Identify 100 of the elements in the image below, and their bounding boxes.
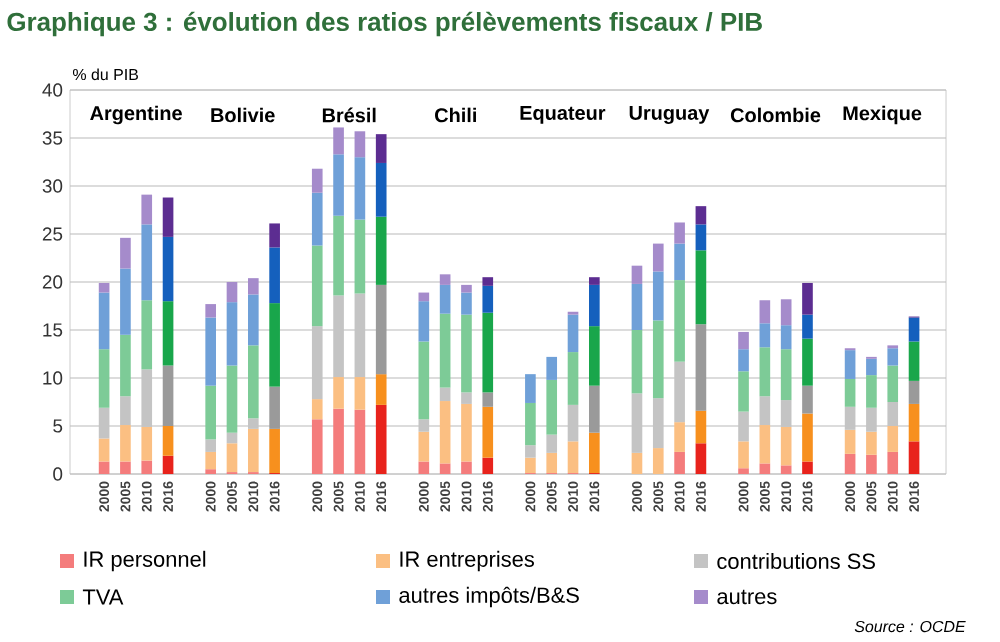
bar [141, 300, 153, 370]
bar [695, 443, 707, 474]
bar [205, 385, 217, 440]
legend-label: autres [717, 589, 777, 605]
bar [482, 392, 494, 407]
bar [631, 283, 643, 330]
y-tick-label: 35 [42, 131, 63, 145]
annotation: Mexique [843, 105, 922, 125]
bar [695, 206, 707, 225]
bar [546, 356, 558, 380]
bar [738, 468, 749, 474]
bar [589, 277, 600, 285]
y-tick-label: 30 [42, 179, 63, 193]
bar [738, 371, 749, 412]
y-tick-label: 15 [43, 323, 63, 337]
bar [354, 131, 366, 158]
bar [375, 284, 387, 375]
y-tick-label: 40 [42, 83, 63, 97]
bar [311, 326, 323, 400]
legend-label: TVA [82, 589, 124, 605]
bar [802, 385, 813, 414]
bar [780, 299, 792, 326]
bar [866, 454, 877, 474]
bar [802, 314, 813, 339]
bar [354, 293, 366, 378]
bar [674, 280, 685, 362]
bar [674, 361, 685, 423]
bar [461, 284, 472, 293]
bar [311, 168, 323, 193]
bar [141, 460, 153, 474]
bar [652, 320, 664, 399]
bar [652, 448, 664, 474]
bar [567, 352, 579, 405]
bar [759, 463, 771, 474]
bar [844, 350, 856, 379]
bar [439, 313, 451, 388]
bar [546, 434, 558, 453]
bar [354, 409, 366, 474]
bar [546, 379, 558, 435]
bar [589, 432, 600, 474]
bar [162, 365, 174, 426]
bar [908, 403, 920, 442]
bar [482, 277, 494, 286]
bar [205, 317, 217, 386]
annotation: Colombie [730, 107, 821, 123]
bar [652, 243, 664, 272]
bar [866, 431, 877, 455]
bar [247, 418, 259, 429]
bar [461, 392, 472, 404]
legend-label: IR personnel [84, 550, 206, 572]
bar [333, 154, 344, 216]
bar [162, 426, 174, 456]
bar [439, 463, 451, 474]
bar [333, 295, 344, 378]
bar [887, 348, 899, 366]
bar [652, 398, 664, 449]
annotation: Bolivie [211, 107, 275, 123]
bar [333, 215, 344, 296]
bar [674, 243, 685, 281]
y-tick-label: 5 [53, 419, 63, 433]
bar [674, 451, 685, 474]
bar [269, 247, 280, 304]
bar [780, 426, 792, 466]
bar [98, 407, 110, 439]
bar [120, 237, 131, 269]
y-tick-label: 25 [42, 227, 63, 241]
bar [461, 461, 472, 474]
bar [269, 303, 280, 387]
legend-label: autres impôts/B&S [399, 586, 579, 608]
bar [98, 438, 110, 462]
y-tick-label: 0 [53, 467, 63, 481]
bar [439, 401, 451, 464]
bar [98, 349, 110, 408]
bar [802, 338, 813, 386]
bar [418, 341, 430, 420]
bar [226, 282, 238, 303]
bar [802, 282, 813, 315]
bar [738, 349, 749, 372]
bar [439, 284, 451, 314]
bar [418, 461, 430, 474]
bar [525, 457, 536, 474]
bar [98, 282, 110, 293]
bar [674, 422, 685, 452]
bar [908, 341, 920, 381]
bar [589, 284, 600, 327]
bar [311, 192, 323, 246]
bar [844, 453, 856, 474]
bar [375, 162, 387, 217]
bar [589, 385, 600, 433]
legend-label: IR entreprises [400, 550, 534, 572]
bar [333, 377, 344, 409]
bar [98, 461, 110, 474]
bar [631, 393, 643, 453]
bar [652, 271, 664, 321]
bar [844, 406, 856, 430]
bar [269, 428, 280, 474]
bar [226, 443, 238, 473]
bar [631, 452, 643, 474]
bar [247, 294, 259, 346]
bar [908, 317, 920, 342]
